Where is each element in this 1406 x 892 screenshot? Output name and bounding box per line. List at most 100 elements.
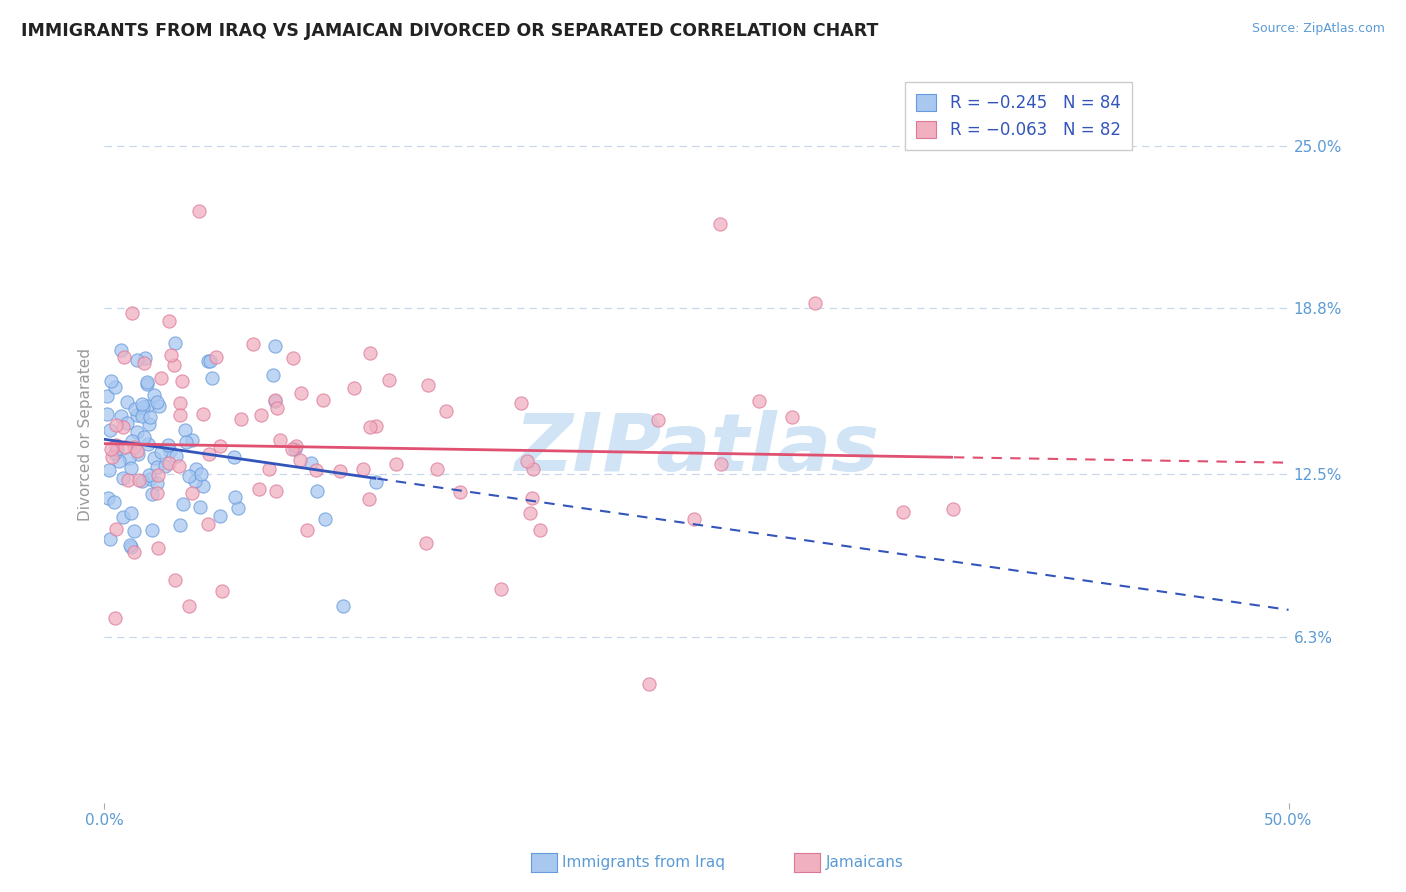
Point xyxy=(426,462,449,476)
Point xyxy=(710,457,733,471)
Point xyxy=(181,433,204,447)
Point xyxy=(197,516,219,531)
Point xyxy=(98,463,121,477)
Point xyxy=(264,392,287,407)
Point xyxy=(146,460,169,475)
Point xyxy=(169,517,191,532)
Point xyxy=(307,483,329,498)
Point xyxy=(131,475,153,489)
Point xyxy=(247,482,270,496)
Point xyxy=(132,401,155,415)
Point xyxy=(257,462,280,476)
Point xyxy=(101,450,124,465)
Point xyxy=(266,401,288,415)
Point xyxy=(124,524,146,538)
Point xyxy=(416,378,439,392)
Legend: R = −0.245   N = 84, R = −0.063   N = 82: R = −0.245 N = 84, R = −0.063 N = 82 xyxy=(904,82,1132,151)
Text: IMMIGRANTS FROM IRAQ VS JAMAICAN DIVORCED OR SEPARATED CORRELATION CHART: IMMIGRANTS FROM IRAQ VS JAMAICAN DIVORCE… xyxy=(21,22,879,40)
Point xyxy=(177,469,200,483)
Point xyxy=(385,457,408,471)
Point xyxy=(139,410,162,425)
Point xyxy=(139,472,162,486)
Point xyxy=(120,460,142,475)
Point xyxy=(110,343,132,358)
Point xyxy=(150,370,173,384)
Point xyxy=(163,359,186,373)
Point xyxy=(190,500,212,514)
Point xyxy=(209,439,232,453)
Point xyxy=(281,351,304,366)
Point xyxy=(638,677,661,691)
Point xyxy=(146,485,169,500)
Point xyxy=(132,356,155,370)
Point xyxy=(364,475,387,489)
Point xyxy=(138,417,160,431)
Point xyxy=(188,204,211,219)
Point xyxy=(200,354,222,368)
Point xyxy=(96,389,118,403)
Point xyxy=(134,351,156,365)
Point xyxy=(211,583,233,598)
Point xyxy=(242,337,264,351)
Point xyxy=(172,374,194,388)
Text: Source: ZipAtlas.com: Source: ZipAtlas.com xyxy=(1251,22,1385,36)
Point xyxy=(127,447,149,461)
Point xyxy=(285,439,308,453)
Point xyxy=(103,495,125,509)
Point xyxy=(780,409,803,424)
Point xyxy=(290,386,312,401)
Point xyxy=(305,463,328,477)
Point xyxy=(184,462,207,476)
Point xyxy=(264,484,287,499)
Point xyxy=(135,375,157,389)
Point xyxy=(165,335,187,350)
Point xyxy=(111,420,134,434)
Point xyxy=(157,456,180,470)
Point xyxy=(169,408,191,422)
Point xyxy=(709,218,731,232)
Point xyxy=(100,374,122,388)
Point xyxy=(281,442,304,456)
Point xyxy=(124,440,146,454)
Point xyxy=(124,402,146,417)
Point xyxy=(519,506,541,520)
Point xyxy=(131,409,153,423)
Point xyxy=(295,523,318,537)
Point xyxy=(112,509,135,524)
Point xyxy=(329,464,352,478)
Point xyxy=(160,348,183,362)
Point xyxy=(146,467,169,482)
Point xyxy=(522,462,544,476)
Point xyxy=(249,409,271,423)
Point xyxy=(364,419,387,434)
Point xyxy=(117,450,139,465)
Point xyxy=(146,476,169,491)
Point xyxy=(141,487,163,501)
Point xyxy=(804,296,827,310)
Point xyxy=(136,437,159,451)
Point xyxy=(891,505,914,519)
Point xyxy=(359,345,381,359)
Point xyxy=(357,491,380,506)
Point xyxy=(127,444,149,458)
Point xyxy=(191,479,214,493)
Point xyxy=(104,446,127,460)
Point xyxy=(262,368,284,382)
Point xyxy=(183,475,205,489)
Point xyxy=(647,412,669,426)
Point xyxy=(103,380,125,394)
Point xyxy=(165,450,187,464)
Point xyxy=(415,536,437,550)
Point xyxy=(269,433,291,447)
Point xyxy=(121,306,143,320)
Point xyxy=(209,509,232,524)
Text: Immigrants from Iraq: Immigrants from Iraq xyxy=(562,855,725,870)
Point xyxy=(141,523,163,537)
Point xyxy=(110,409,132,423)
Point xyxy=(190,467,212,481)
Point xyxy=(125,353,148,368)
Point xyxy=(359,420,381,434)
Point xyxy=(98,423,121,437)
Point xyxy=(96,407,118,421)
Point xyxy=(153,458,176,473)
